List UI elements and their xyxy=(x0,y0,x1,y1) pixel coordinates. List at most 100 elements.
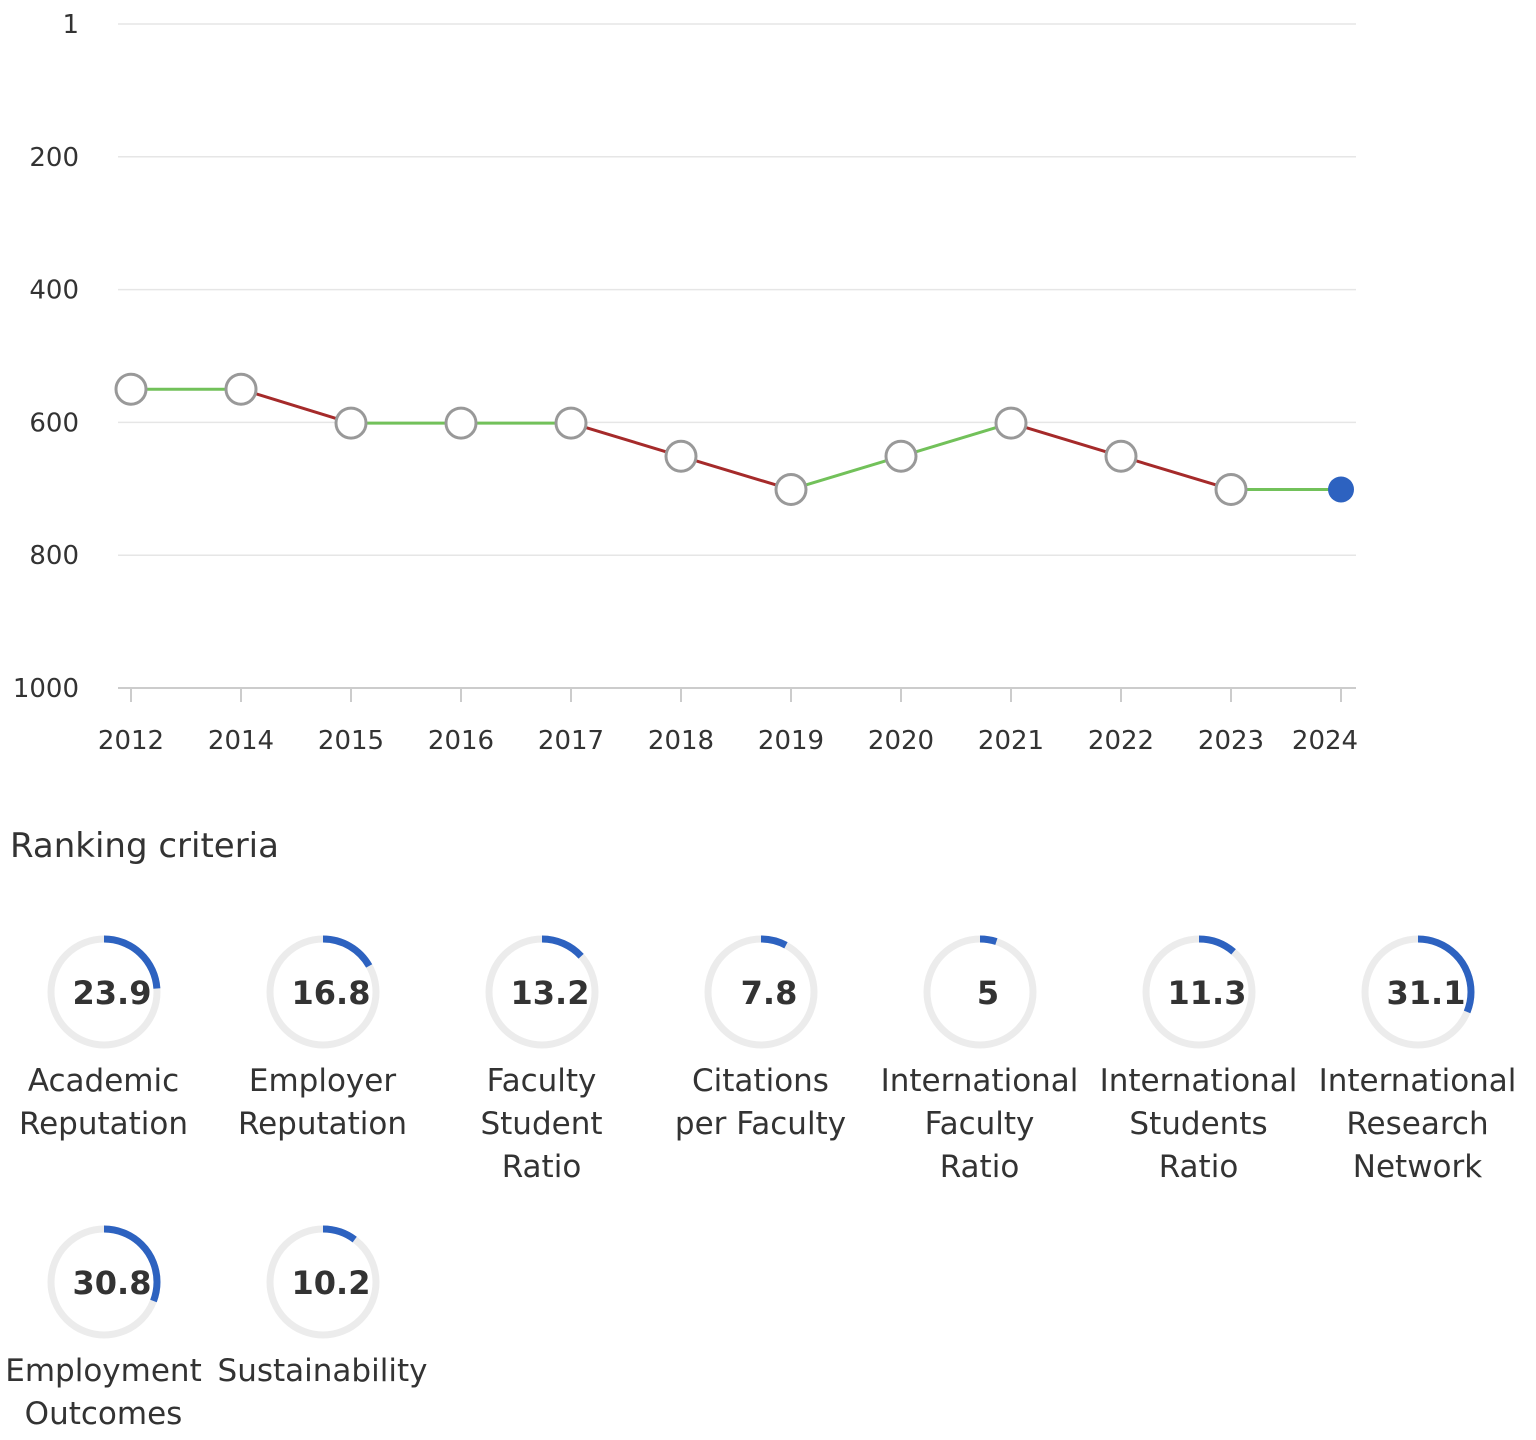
line-segment xyxy=(1120,454,1232,491)
y-tick-label: 800 xyxy=(29,541,79,571)
criterion-label: International Faculty Ratio xyxy=(870,1060,1089,1189)
criterion-donut: 23.9 xyxy=(47,935,160,1049)
criterion-label-line: Sustainability xyxy=(217,1353,428,1389)
criterion-donut: 5 xyxy=(923,935,1036,1049)
criterion-item: 31.1 International Research Network xyxy=(1308,932,1527,1189)
criterion-label-line: Reputation xyxy=(18,1106,189,1142)
criterion-donut: 31.1 xyxy=(1361,935,1474,1049)
criterion-donut: 30.8 xyxy=(47,1225,160,1339)
criterion-label-line: Students xyxy=(1129,1106,1268,1142)
criterion-label: Sustainability xyxy=(213,1350,432,1393)
criterion-item: 5 International Faculty Ratio xyxy=(870,932,1089,1189)
rank-point xyxy=(774,472,808,506)
current-rank-point xyxy=(1328,476,1354,503)
x-tick-label: 2020 xyxy=(868,726,934,756)
criterion-item: 10.2 Sustainability xyxy=(213,1222,432,1393)
x-tick-label: 2014 xyxy=(208,726,274,756)
criterion-value: 16.8 xyxy=(291,974,370,1012)
criterion-label-line: Student xyxy=(480,1106,603,1142)
y-axis-tick-labels: 1 200 400 600 800 1000 xyxy=(13,10,79,704)
criterion-label: Academic Reputation xyxy=(0,1060,213,1146)
criterion-label-line: Faculty xyxy=(486,1063,597,1099)
rank-point xyxy=(664,439,698,473)
y-tick-label: 600 xyxy=(29,408,79,438)
y-tick-label: 200 xyxy=(29,143,79,173)
criterion-value: 11.3 xyxy=(1167,974,1246,1012)
criterion-value: 13.2 xyxy=(510,974,589,1012)
ranking-criteria-title: Ranking criteria xyxy=(10,826,279,866)
x-tick-label: 2017 xyxy=(538,726,604,756)
x-tick-label: 2023 xyxy=(1198,726,1264,756)
rank-point xyxy=(994,406,1028,440)
criterion-label-line: per Faculty xyxy=(674,1106,847,1142)
criterion-value: 10.2 xyxy=(291,1264,370,1302)
criterion-donut: 11.3 xyxy=(1142,935,1255,1049)
x-tick-label: 2024 xyxy=(1292,726,1358,756)
line-segment xyxy=(1010,421,1122,458)
criterion-donut: 7.8 xyxy=(704,935,817,1049)
criterion-label: International Students Ratio xyxy=(1089,1060,1308,1189)
criterion-item: 13.2 Faculty Student Ratio xyxy=(432,932,651,1189)
criterion-label-line: Citations xyxy=(692,1063,829,1099)
donut-value-arc xyxy=(47,1225,160,1339)
ranking-criteria-grid: 23.9 Academic Reputation 16.8 Employer Reputa… xyxy=(0,920,1536,1440)
rank-point xyxy=(444,406,478,440)
criterion-label-line: Outcomes xyxy=(24,1396,183,1432)
criterion-label-line: Reputation xyxy=(237,1106,408,1142)
gridlines xyxy=(118,23,1356,689)
criterion-donut: 16.8 xyxy=(266,935,379,1049)
criterion-label-line: International xyxy=(1318,1063,1517,1099)
y-tick-label: 400 xyxy=(29,276,79,306)
line-segment xyxy=(790,454,902,491)
x-tick-label: 2016 xyxy=(428,726,494,756)
criterion-item: 7.8 Citations per Faculty xyxy=(651,932,870,1146)
rank-line-segments xyxy=(131,387,1341,491)
criterion-label-line: Research xyxy=(1346,1106,1489,1142)
criterion-label-line: Ratio xyxy=(501,1149,582,1185)
criterion-value: 23.9 xyxy=(72,974,151,1012)
criterion-label: Employer Reputation xyxy=(213,1060,432,1146)
x-tick-label: 2015 xyxy=(318,726,384,756)
rank-point xyxy=(884,439,918,473)
donut-value-arc xyxy=(266,1225,379,1339)
donut-value-arc xyxy=(923,935,1036,1049)
criterion-label: Employment Outcomes xyxy=(0,1350,213,1436)
criterion-donut: 13.2 xyxy=(485,935,598,1049)
line-segment xyxy=(240,387,352,425)
x-axis: 2012 2014 2015 2016 2017 2018 2019 2020 2021 2022… xyxy=(98,688,1358,756)
donut-value-arc xyxy=(1361,935,1474,1049)
criterion-donut: 10.2 xyxy=(266,1225,379,1339)
donut-value-arc xyxy=(47,935,160,1049)
criterion-label-line: Employer xyxy=(248,1063,397,1099)
line-segment xyxy=(680,454,792,491)
criterion-item: 11.3 International Students Ratio xyxy=(1089,932,1308,1189)
line-segment xyxy=(900,421,1012,458)
rank-point xyxy=(1104,439,1138,473)
criterion-value: 5 xyxy=(976,974,998,1012)
donut-value-arc xyxy=(1142,935,1255,1049)
y-tick-label: 1000 xyxy=(13,674,79,704)
criterion-label-line: Ratio xyxy=(939,1149,1020,1185)
criterion-value: 30.8 xyxy=(72,1264,151,1302)
criterion-item: 30.8 Employment Outcomes xyxy=(0,1222,213,1436)
rank-point xyxy=(554,406,588,440)
x-tick-label: 2019 xyxy=(758,726,824,756)
criterion-label: Faculty Student Ratio xyxy=(432,1060,651,1189)
criterion-label-line: Faculty xyxy=(924,1106,1035,1142)
line-segment xyxy=(570,421,682,458)
criterion-item: 16.8 Employer Reputation xyxy=(213,932,432,1146)
rank-point xyxy=(334,406,368,440)
criterion-label: International Research Network xyxy=(1308,1060,1527,1189)
donut-value-arc xyxy=(485,935,598,1049)
criterion-label-line: Ratio xyxy=(1158,1149,1239,1185)
criterion-label-line: Academic xyxy=(27,1063,180,1099)
criterion-label-line: International xyxy=(880,1063,1079,1099)
rank-points xyxy=(114,372,1354,506)
rank-point xyxy=(1214,472,1248,506)
criterion-item: 23.9 Academic Reputation xyxy=(0,932,213,1146)
criterion-label-line: International xyxy=(1099,1063,1298,1099)
donut-value-arc xyxy=(266,935,379,1049)
criterion-value: 31.1 xyxy=(1386,974,1465,1012)
donut-value-arc xyxy=(704,935,817,1049)
